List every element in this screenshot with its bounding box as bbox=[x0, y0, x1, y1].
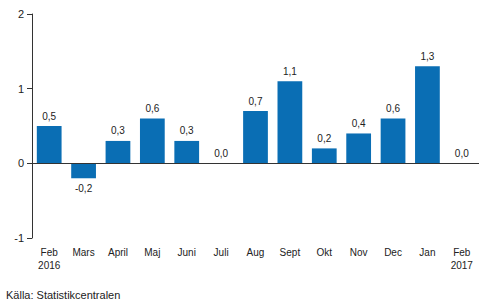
svg-text:0,3: 0,3 bbox=[111, 125, 125, 136]
svg-text:Juli: Juli bbox=[214, 247, 229, 258]
svg-text:Nov: Nov bbox=[350, 247, 368, 258]
svg-text:Feb: Feb bbox=[453, 247, 471, 258]
svg-text:2017: 2017 bbox=[451, 260, 474, 271]
svg-text:Mars: Mars bbox=[72, 247, 94, 258]
svg-text:0,6: 0,6 bbox=[145, 103, 159, 114]
svg-text:2016: 2016 bbox=[38, 260, 61, 271]
svg-text:-0,2: -0,2 bbox=[75, 183, 93, 194]
svg-text:Feb: Feb bbox=[41, 247, 59, 258]
svg-text:0,7: 0,7 bbox=[249, 96, 263, 107]
svg-text:0,0: 0,0 bbox=[455, 148, 469, 159]
svg-text:-1: -1 bbox=[14, 232, 24, 244]
svg-text:0,4: 0,4 bbox=[352, 118, 366, 129]
svg-text:2: 2 bbox=[18, 8, 24, 20]
svg-text:Källa: Statistikcentralen: Källa: Statistikcentralen bbox=[6, 289, 120, 301]
svg-text:1,3: 1,3 bbox=[420, 51, 434, 62]
svg-text:April: April bbox=[108, 247, 128, 258]
svg-text:1: 1 bbox=[18, 83, 24, 95]
svg-text:0: 0 bbox=[18, 157, 24, 169]
svg-text:1,1: 1,1 bbox=[283, 66, 297, 77]
svg-text:0,2: 0,2 bbox=[317, 133, 331, 144]
svg-text:0,3: 0,3 bbox=[180, 125, 194, 136]
svg-text:Sept: Sept bbox=[280, 247, 301, 258]
svg-text:Okt: Okt bbox=[316, 247, 332, 258]
svg-text:Maj: Maj bbox=[144, 247, 160, 258]
svg-text:Jan: Jan bbox=[419, 247, 435, 258]
svg-text:Juni: Juni bbox=[178, 247, 196, 258]
svg-text:0,0: 0,0 bbox=[214, 148, 228, 159]
svg-text:Dec: Dec bbox=[384, 247, 402, 258]
svg-text:0,5: 0,5 bbox=[42, 111, 56, 122]
svg-text:0,6: 0,6 bbox=[386, 103, 400, 114]
svg-text:Aug: Aug bbox=[247, 247, 265, 258]
